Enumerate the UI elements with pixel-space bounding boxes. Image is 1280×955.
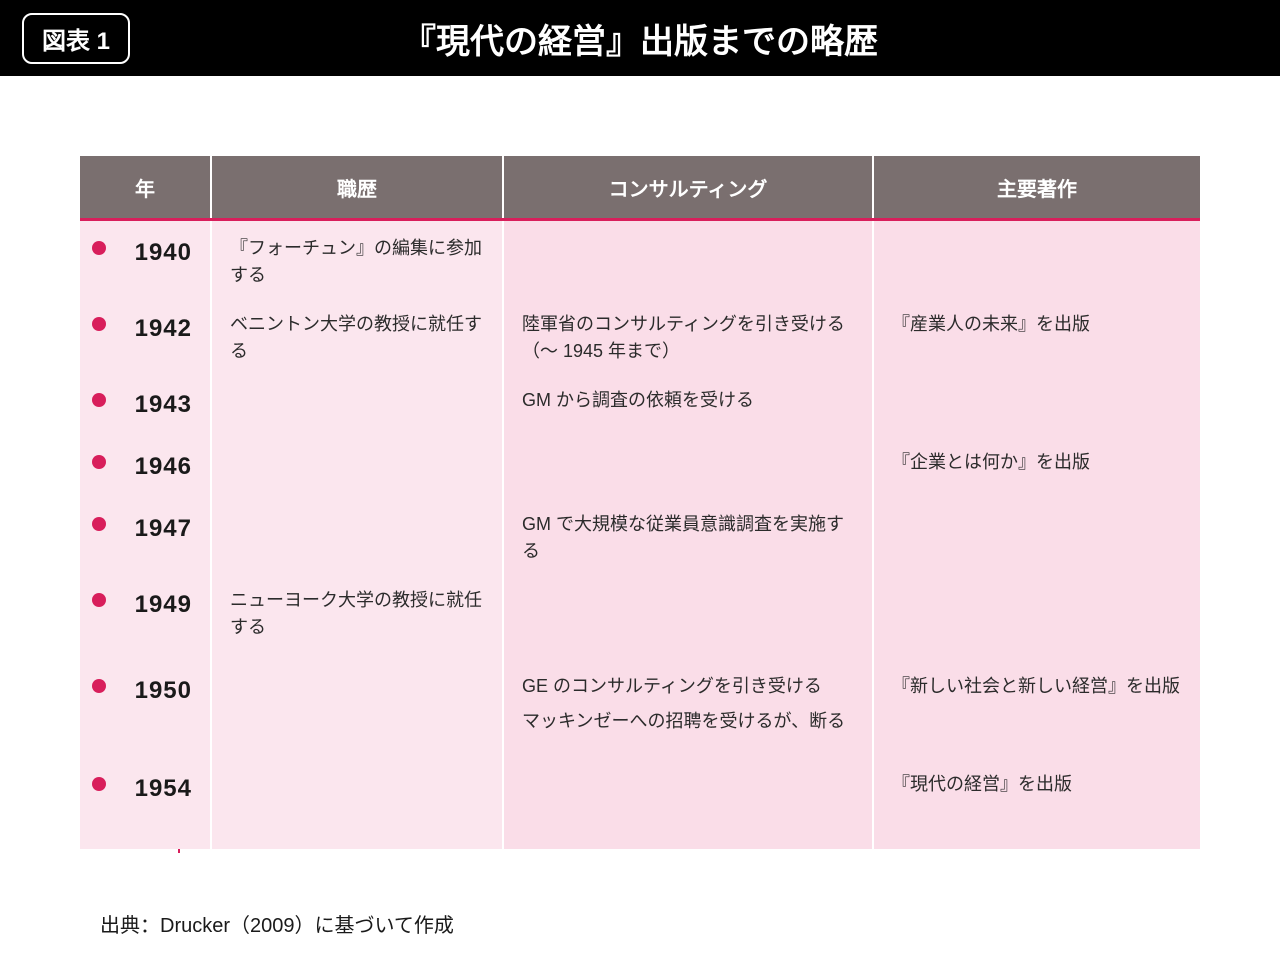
consulting-cell bbox=[504, 573, 874, 659]
year-label: 1943 bbox=[135, 387, 192, 423]
year-cell: 1943 bbox=[80, 373, 212, 435]
consulting-cell bbox=[504, 435, 874, 497]
year-cell: 1947 bbox=[80, 497, 212, 573]
timeline-dot-icon bbox=[92, 777, 106, 791]
table-row: 1942 ベニントン大学の教授に就任する陸軍省のコンサルティングを引き受ける（～ … bbox=[80, 297, 1200, 373]
timeline-dot-icon bbox=[92, 317, 106, 331]
figure-number-badge: 図表 1 bbox=[22, 13, 130, 64]
year-label: 1940 bbox=[135, 235, 192, 271]
works-cell-line: 『新しい社会と新しい経営』を出版 bbox=[892, 673, 1182, 700]
source-citation: 出典：Drucker（2009）に基づいて作成 bbox=[100, 909, 1280, 938]
timeline-dot-icon bbox=[92, 455, 106, 469]
career-cell bbox=[212, 373, 504, 435]
table-header-career: 職歴 bbox=[212, 156, 504, 218]
works-cell bbox=[874, 221, 1200, 297]
works-cell-line: 『産業人の未来』を出版 bbox=[892, 311, 1182, 338]
works-cell bbox=[874, 573, 1200, 659]
works-cell-line: 『現代の経営』を出版 bbox=[892, 771, 1182, 798]
career-cell-line: 『フォーチュン』の編集に参加する bbox=[230, 235, 484, 289]
consulting-cell bbox=[504, 757, 874, 849]
year-cell: 1950 bbox=[80, 659, 212, 757]
consulting-cell-line: GE のコンサルティングを引き受ける bbox=[522, 673, 854, 700]
works-cell: 『企業とは何か』を出版 bbox=[874, 435, 1200, 497]
consulting-cell bbox=[504, 221, 874, 297]
timeline-dot-icon bbox=[92, 241, 106, 255]
consulting-cell-line: マッキンゼーへの招聘を受けるが、断る bbox=[522, 708, 854, 735]
timeline-dot-icon bbox=[92, 593, 106, 607]
career-cell: ニューヨーク大学の教授に就任する bbox=[212, 573, 504, 659]
consulting-cell: GE のコンサルティングを引き受けるマッキンゼーへの招聘を受けるが、断る bbox=[504, 659, 874, 757]
table-row: 1950 GE のコンサルティングを引き受けるマッキンゼーへの招聘を受けるが、断る… bbox=[80, 659, 1200, 757]
table-header-year: 年 bbox=[80, 156, 212, 218]
works-cell bbox=[874, 373, 1200, 435]
consulting-cell-line: 陸軍省のコンサルティングを引き受ける（～ 1945 年まで） bbox=[522, 311, 854, 365]
table-row: 1946 『企業とは何か』を出版 bbox=[80, 435, 1200, 497]
year-label: 1954 bbox=[135, 771, 192, 807]
year-label: 1946 bbox=[135, 449, 192, 485]
consulting-cell: GM で大規模な従業員意識調査を実施する bbox=[504, 497, 874, 573]
career-cell bbox=[212, 659, 504, 757]
career-cell: 『フォーチュン』の編集に参加する bbox=[212, 221, 504, 297]
timeline-table: 年 職歴 コンサルティング 主要著作 1940『フォーチュン』の編集に参加する1… bbox=[80, 156, 1200, 883]
table-row: 1943 GM から調査の依頼を受ける bbox=[80, 373, 1200, 435]
consulting-cell-line: GM から調査の依頼を受ける bbox=[522, 387, 854, 414]
table-row: 1954 『現代の経営』を出版 bbox=[80, 757, 1200, 849]
year-label: 1942 bbox=[135, 311, 192, 347]
year-label: 1950 bbox=[135, 673, 192, 709]
table-row: 1947 GM で大規模な従業員意識調査を実施する bbox=[80, 497, 1200, 573]
works-cell: 『現代の経営』を出版 bbox=[874, 757, 1200, 849]
works-cell bbox=[874, 497, 1200, 573]
career-cell bbox=[212, 497, 504, 573]
year-cell: 1940 bbox=[80, 221, 212, 297]
career-cell: ベニントン大学の教授に就任する bbox=[212, 297, 504, 373]
year-label: 1949 bbox=[135, 587, 192, 623]
timeline-dot-icon bbox=[92, 679, 106, 693]
title-bar: 図表 1 『現代の経営』出版までの略歴 bbox=[0, 0, 1280, 76]
timeline-dot-icon bbox=[92, 517, 106, 531]
table-row: 1949 ニューヨーク大学の教授に就任する bbox=[80, 573, 1200, 659]
table-header-consulting: コンサルティング bbox=[504, 156, 874, 218]
timeline-dot-icon bbox=[92, 393, 106, 407]
consulting-cell: 陸軍省のコンサルティングを引き受ける（～ 1945 年まで） bbox=[504, 297, 874, 373]
year-label: 1947 bbox=[135, 511, 192, 547]
consulting-cell: GM から調査の依頼を受ける bbox=[504, 373, 874, 435]
table-body: 1940 『フォーチュン』の編集に参加する 1942 ベニントン大学の教授に就任する陸… bbox=[80, 221, 1200, 883]
year-cell: 1949 bbox=[80, 573, 212, 659]
table-header-row: 年 職歴 コンサルティング 主要著作 bbox=[80, 156, 1200, 221]
page-title: 『現代の経営』出版までの略歴 bbox=[0, 14, 1280, 63]
works-cell: 『産業人の未来』を出版 bbox=[874, 297, 1200, 373]
table-header-works: 主要著作 bbox=[874, 156, 1200, 218]
year-cell: 1954 bbox=[80, 757, 212, 849]
year-cell: 1942 bbox=[80, 297, 212, 373]
career-cell bbox=[212, 757, 504, 849]
year-cell: 1946 bbox=[80, 435, 212, 497]
works-cell: 『新しい社会と新しい経営』を出版 bbox=[874, 659, 1200, 757]
career-cell bbox=[212, 435, 504, 497]
career-cell-line: ベニントン大学の教授に就任する bbox=[230, 311, 484, 365]
consulting-cell-line: GM で大規模な従業員意識調査を実施する bbox=[522, 511, 854, 565]
career-cell-line: ニューヨーク大学の教授に就任する bbox=[230, 587, 484, 641]
works-cell-line: 『企業とは何か』を出版 bbox=[892, 449, 1182, 476]
table-row: 1940 『フォーチュン』の編集に参加する bbox=[80, 221, 1200, 297]
